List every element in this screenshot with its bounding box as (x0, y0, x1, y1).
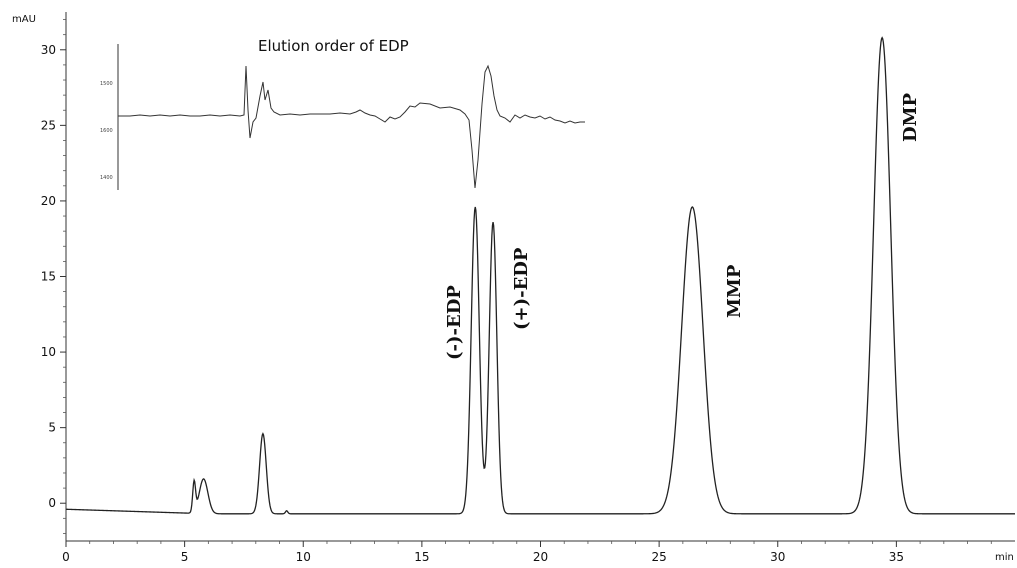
x-tick-label: 20 (533, 550, 548, 564)
x-tick-label: 30 (770, 550, 785, 564)
inset-tick-label-1400: 1400 (100, 175, 113, 181)
chromatogram-trace (65, 36, 1015, 515)
peak-label-dmp: DMP (900, 92, 921, 142)
y-tick-label: 30 (41, 43, 56, 57)
inset-trace (118, 64, 585, 189)
tick-marks: 0 5 10 15 20 25 30 0 5 10 15 20 25 30 35 (41, 19, 992, 564)
y-axis-label: mAU (12, 14, 36, 25)
x-tick-label: 35 (889, 550, 904, 564)
peak-label-plus-edp: (+)-EDP (511, 247, 532, 330)
inset-tick-label-1500: 1500 (100, 81, 113, 87)
peak-label-mmp: MMP (724, 264, 745, 318)
peak-labels: (-)-EDP (+)-EDP MMP DMP (444, 92, 921, 360)
peak-label-minus-edp: (-)-EDP (444, 285, 465, 360)
inset-plot: 1500 1600 1400 Elution order of EDP (100, 37, 585, 190)
y-tick-label: 5 (48, 421, 56, 435)
x-tick-label: 25 (651, 550, 666, 564)
y-tick-label: 0 (48, 496, 56, 510)
x-tick-label: 5 (181, 550, 189, 564)
x-tick-label: 0 (62, 550, 70, 564)
x-axis-label: min (995, 552, 1014, 563)
inset-title: Elution order of EDP (258, 37, 409, 55)
x-tick-label: 10 (296, 550, 311, 564)
y-tick-label: 25 (41, 118, 56, 132)
inset-tick-label-1600: 1600 (100, 128, 113, 134)
x-tick-label: 15 (414, 550, 429, 564)
y-tick-label: 15 (41, 270, 56, 284)
y-tick-label: 20 (41, 194, 56, 208)
y-tick-label: 10 (41, 345, 56, 359)
